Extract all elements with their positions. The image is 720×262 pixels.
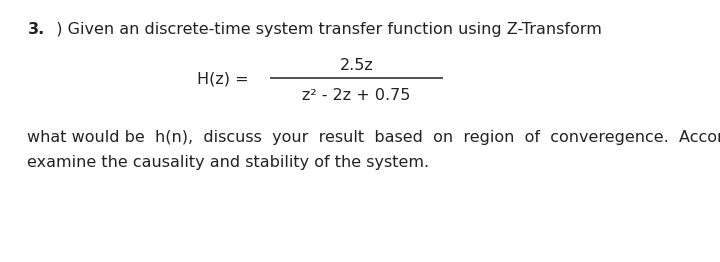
Text: H(z) =: H(z) =: [197, 72, 248, 86]
Text: ) Given an discrete-time system transfer function using Z-Transform: ) Given an discrete-time system transfer…: [46, 22, 602, 37]
Text: examine the causality and stability of the system.: examine the causality and stability of t…: [27, 155, 430, 170]
Text: z² - 2z + 0.75: z² - 2z + 0.75: [302, 88, 410, 103]
Text: 2.5z: 2.5z: [340, 58, 373, 73]
Text: 3.: 3.: [28, 22, 45, 37]
Text: what would be  h(n),  discuss  your  result  based  on  region  of  converegence: what would be h(n), discuss your result …: [27, 130, 720, 145]
